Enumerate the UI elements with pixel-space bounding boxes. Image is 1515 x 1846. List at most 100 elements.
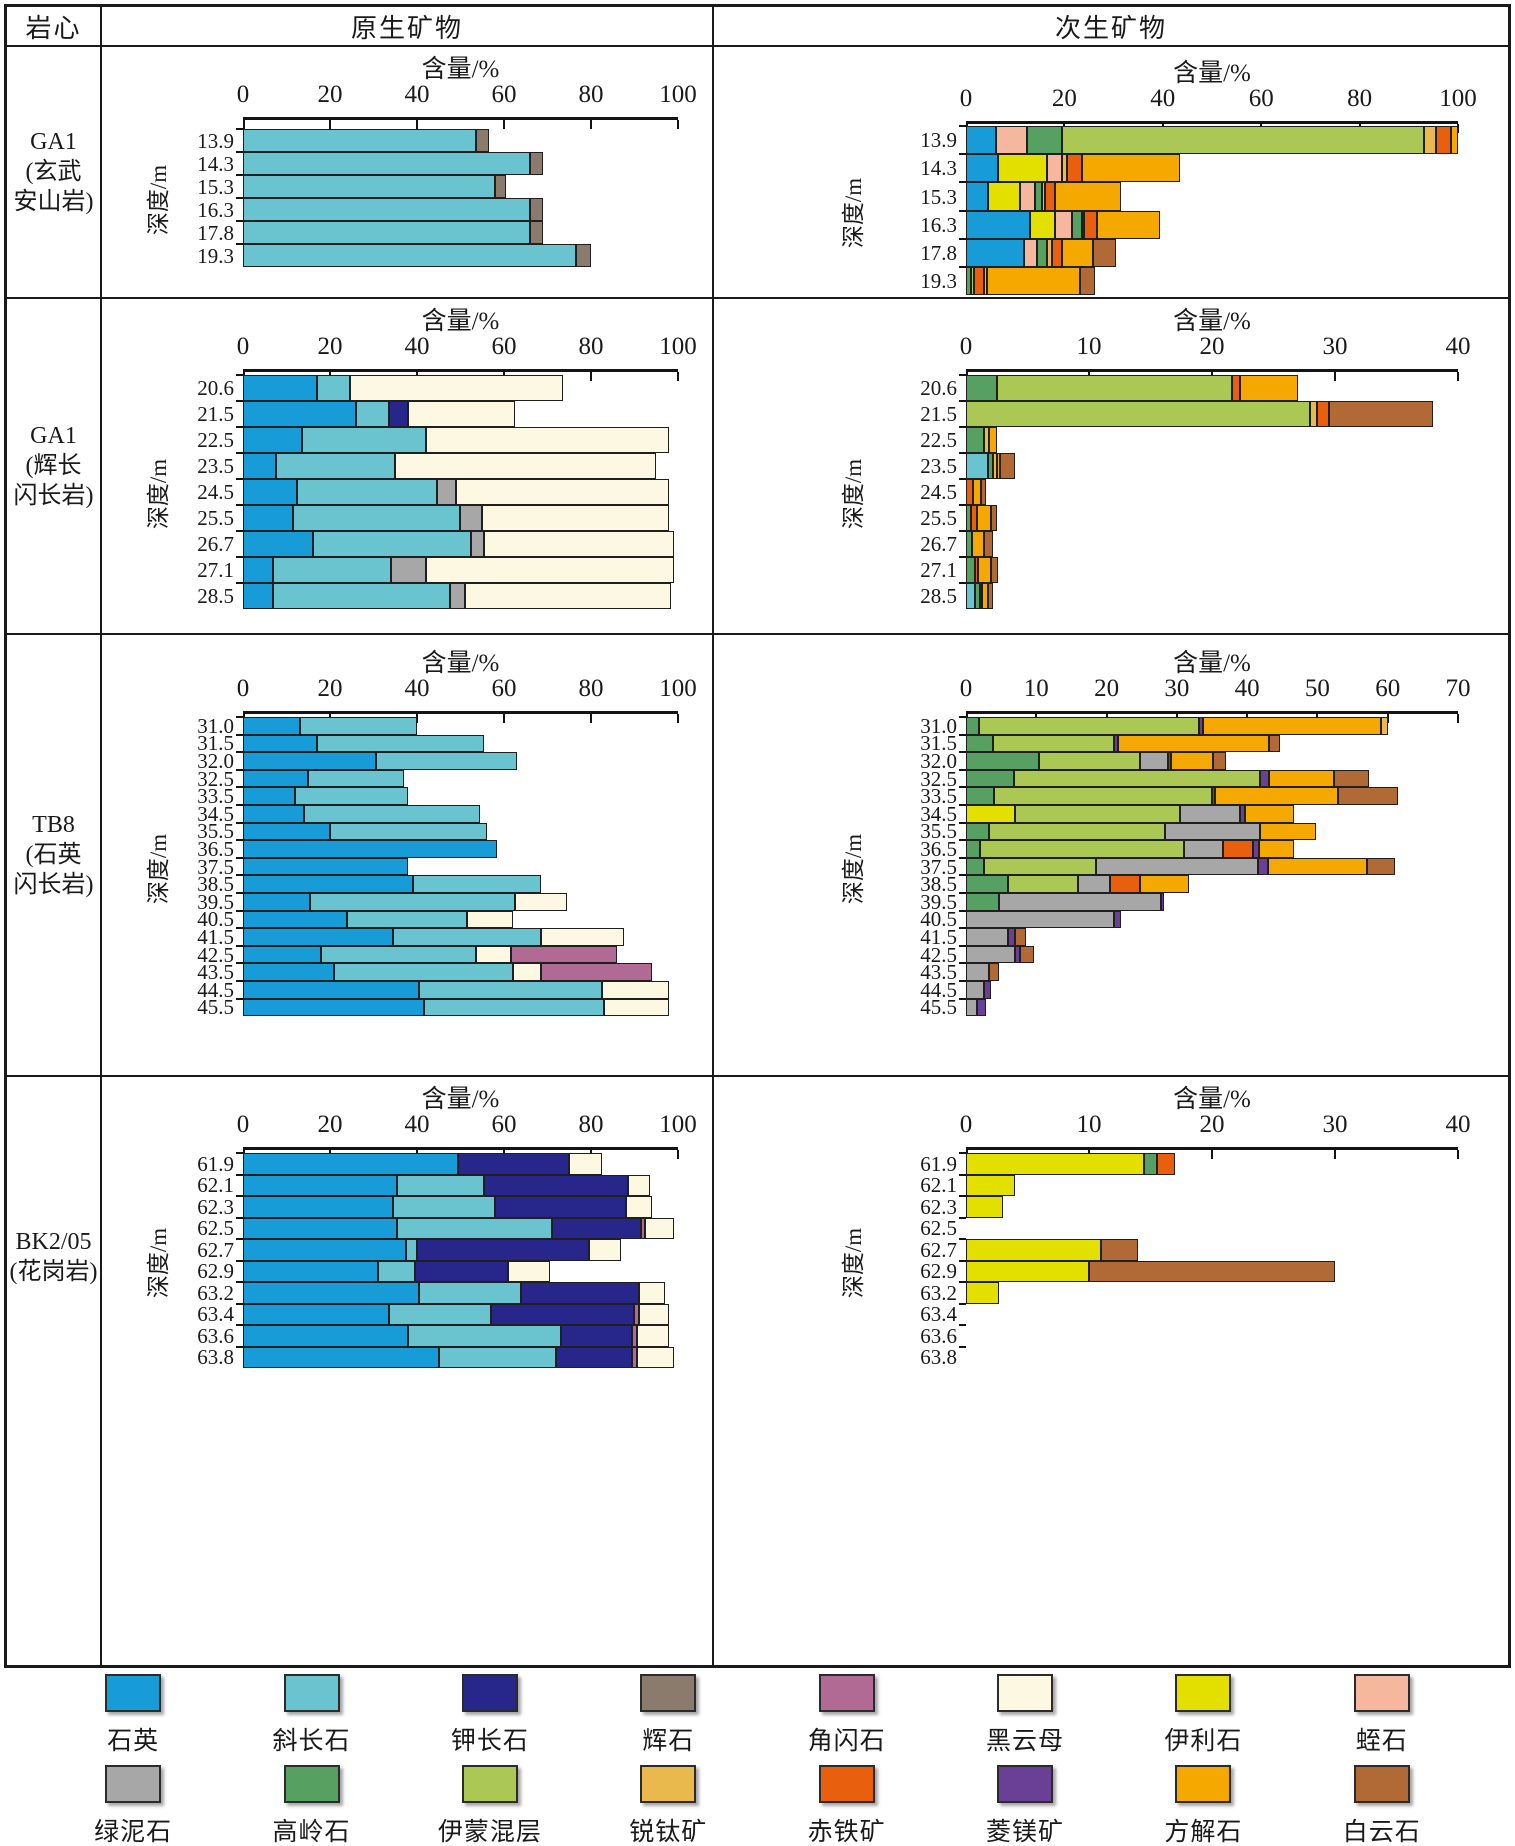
legend-swatch-mg (997, 1765, 1054, 1803)
y-tick-mark (959, 804, 966, 806)
plot-area: 20.6 21.5 22.5 23.5 24.5 25.5 26.7 27.1 28.5 (920, 369, 1459, 613)
depth-tick-label: 24.5 (920, 480, 957, 504)
depth-tick-label: 31.5 (197, 731, 234, 756)
y-tick-mark (236, 980, 243, 982)
bar-segment-q (966, 154, 998, 183)
bar-segment-pl (275, 453, 396, 479)
bar-row (243, 1282, 665, 1304)
bar-segment-mg (976, 998, 986, 1017)
y-tick-mark (236, 556, 243, 558)
bar-segment-mg (1081, 210, 1085, 239)
bar-segment-bt (638, 1282, 665, 1304)
bar-segment-q (243, 805, 304, 823)
y-tick-mark (236, 1173, 243, 1176)
x-tick-mark (503, 714, 505, 723)
core-label-text: TB8 (石英 闪长岩) (13, 812, 94, 898)
bar-segment-q (243, 1174, 398, 1196)
y-tick-mark (236, 582, 243, 584)
y-tick-mark (959, 504, 966, 506)
chart-ga1-gabbro-diorite-secondary: 含量/% 0 10 20 30 40 20.6 21.5 22.5 23.5 24.5 25.5 26.… (841, 308, 1471, 613)
bar-segment-ka (1027, 126, 1062, 155)
bar-segment-ka (966, 375, 997, 401)
header-secondary: 次生矿物 (714, 7, 1508, 47)
y-tick-mark (236, 1238, 243, 1240)
bar-segment-pl (297, 479, 437, 505)
y-tick-mark (236, 1216, 243, 1219)
header-secondary-label: 次生矿物 (1054, 13, 1167, 43)
bar-segment-is (989, 822, 1165, 841)
bar-segment-vm (995, 126, 1028, 155)
bar-segment-do (1268, 734, 1281, 753)
depth-tick-label: 33.5 (197, 784, 234, 809)
bar-segment-q (243, 875, 413, 893)
bar-segment-an (984, 267, 987, 296)
bar-segment-he (970, 505, 978, 531)
x-tick-label: 60 (491, 333, 517, 360)
x-tick-label: 100 (659, 333, 697, 360)
bar-segment-hb (510, 945, 618, 964)
depth-tick-label: 34.5 (197, 801, 234, 826)
x-tick-mark (677, 120, 679, 129)
bar-segment-an (979, 583, 982, 609)
bar-segment-pl (301, 427, 426, 453)
bar-segment-il (966, 1174, 1016, 1196)
depth-tick-label: 62.9 (197, 1259, 234, 1284)
bar-segment-il (966, 1260, 1089, 1282)
depth-tick-label: 62.1 (920, 1173, 957, 1198)
y-tick-mark (236, 1259, 243, 1262)
bar-segment-pl (243, 198, 531, 221)
bar-segment-ka (1037, 238, 1048, 267)
depth-tick-label: 45.5 (920, 995, 957, 1020)
bar-row (966, 427, 997, 453)
bar-segment-mg (1252, 840, 1260, 858)
y-tick-mark (959, 237, 966, 240)
bar-row (243, 787, 409, 805)
depth-tick-label: 24.5 (197, 480, 234, 504)
bar-row (243, 769, 404, 788)
x-tick-label: 20 (1199, 1111, 1225, 1138)
bar-row (243, 1303, 670, 1325)
figure-table: 岩心 原生矿物 次生矿物 GA1 (玄武 安山岩) 含量/% 0 20 40 60 80 100 1… (4, 4, 1511, 1668)
bar-row (243, 822, 487, 841)
depth-tick-label: 62.7 (920, 1237, 957, 1262)
bar-segment-pl (347, 910, 468, 929)
bar-segment-ca (1259, 840, 1295, 858)
bar-row (243, 505, 670, 531)
bar-segment-q (243, 752, 376, 770)
x-tick-label: 20 (1051, 85, 1077, 112)
depth-tick-label: 62.5 (197, 1216, 234, 1241)
bar-segment-pl (334, 963, 513, 981)
bar-segment-do (1213, 752, 1226, 770)
depth-tick-label: 62.7 (197, 1237, 234, 1262)
depth-tick-label: 45.5 (197, 995, 234, 1020)
bar-segment-pl (356, 401, 389, 427)
depth-tick-label: 61.9 (920, 1151, 957, 1176)
bar-row (243, 910, 513, 929)
bar-segment-vm (1047, 154, 1062, 183)
bar-row (966, 857, 1395, 876)
y-axis-title: 深度/m (146, 458, 172, 530)
bar-row (243, 1239, 622, 1261)
depth-tick-label: 39.5 (197, 889, 234, 914)
bar-row (966, 126, 1458, 155)
x-tick-label: 60 (491, 675, 517, 702)
bar-segment-bt (540, 928, 624, 946)
y-tick-mark (959, 452, 966, 454)
depth-tick-label: 43.5 (920, 960, 957, 985)
bar-segment-ch (1078, 875, 1111, 893)
bar-row (966, 998, 986, 1017)
y-tick-mark (236, 374, 243, 376)
bar-row (966, 875, 1190, 893)
bar-segment-mg (1015, 945, 1021, 964)
depth-tick-label: 62.3 (197, 1194, 234, 1219)
bar-segment-is (1061, 126, 1424, 155)
bar-segment-bt (569, 1153, 602, 1175)
bar-segment-pl (419, 1282, 522, 1304)
x-tick-label: 0 (236, 675, 250, 702)
bar-row (966, 531, 994, 557)
bar-segment-ch (436, 479, 457, 505)
bar-row (966, 453, 1016, 479)
legend-label-hb: 角闪石 (807, 1728, 886, 1755)
bar-segment-pl (299, 717, 417, 735)
x-tick-label: 40 (1234, 675, 1260, 702)
